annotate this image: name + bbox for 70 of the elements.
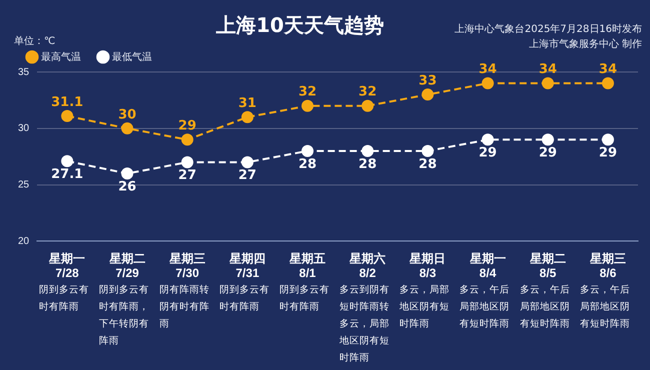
x-tick-label: 星期二 7/29: [108, 252, 146, 280]
point: [362, 144, 374, 157]
point: [422, 88, 434, 101]
point: [121, 168, 134, 180]
x-tick-label: 星期四 7/31: [228, 252, 266, 280]
data-label: 26: [118, 179, 136, 194]
data-label: 27.1: [51, 166, 84, 182]
text: 阴到多云有时有阵雨: [219, 283, 270, 312]
point: [482, 134, 494, 146]
point: [422, 144, 434, 157]
data-label: 34: [538, 62, 557, 78]
data-label: 28: [298, 156, 317, 172]
x-tick-label: 星期六 8/2: [348, 252, 386, 280]
data-label: 27: [238, 168, 256, 184]
y-tick-label: 35: [18, 66, 30, 78]
data-label: 34: [478, 62, 497, 78]
text: 阴到多云有时有阵雨: [39, 283, 90, 312]
text: 阴有阵雨转阴有时有阵雨: [159, 283, 210, 330]
y-tick-label: 25: [18, 180, 30, 191]
point: [181, 156, 194, 168]
data-label: 28: [358, 156, 377, 172]
data-label: 29: [538, 146, 557, 161]
data-label: 29: [178, 118, 196, 134]
text: 阴到多云有时有阵雨，下午转阴有阵雨: [99, 283, 150, 346]
text: 多云，午后局部地区阴有短时阵雨: [580, 283, 630, 330]
point: [482, 77, 494, 90]
point: [542, 77, 554, 90]
data-label: 30: [118, 107, 136, 122]
text: 多云，局部地区阴有短时阵雨: [398, 283, 450, 330]
point: [241, 156, 254, 168]
data-label: 31: [238, 96, 256, 111]
x-tick-label: 星期日 8/3: [408, 252, 446, 280]
point: [542, 134, 554, 146]
point: [302, 144, 314, 157]
point: [121, 122, 134, 134]
data-label: 29: [598, 146, 618, 161]
x-tick-label: 星期三 7/30: [168, 252, 206, 280]
text: 上海市气象服务中心 制作: [528, 38, 642, 52]
y-tick-label: 30: [18, 123, 30, 134]
x-tick-label: 星期二 8/5: [528, 252, 566, 280]
data-label: 33: [418, 73, 437, 88]
text: 多云到阴有短时阵雨转多云，局部地区阴有短时阵雨: [338, 283, 390, 364]
point: [302, 100, 314, 112]
data-label: 28: [418, 156, 437, 172]
data-label: 31.1: [51, 94, 84, 110]
point: [181, 134, 194, 146]
text: 多云，午后局部地区阴有短时阵雨: [460, 283, 510, 330]
x-tick-label: 星期三 8/6: [588, 252, 626, 280]
point: [61, 155, 74, 168]
text: 阴到多云有时有阵雨: [279, 283, 330, 312]
data-label: 34: [598, 62, 618, 78]
legend-label: 最低气温: [112, 50, 152, 63]
x-tick-label: 星期五 8/1: [288, 252, 326, 280]
text: 多云，午后局部地区阴有短时阵雨: [520, 283, 570, 330]
y-tick-label: 20: [18, 236, 30, 247]
legend-label: 最高气温: [41, 50, 81, 63]
point: [602, 77, 614, 90]
point: [602, 134, 614, 146]
data-label: 29: [478, 146, 497, 161]
x-tick-label: 星期一 8/4: [468, 252, 506, 280]
text: 上海中心气象台2025年7月28日16时发布: [454, 22, 642, 37]
data-label: 32: [358, 84, 377, 100]
point: [241, 111, 254, 124]
chart-title: 上海10天天气趋势: [215, 12, 385, 39]
point: [362, 100, 374, 112]
point: [61, 110, 74, 122]
y-axis-title: 单位：℃: [14, 34, 56, 48]
x-tick-label: 星期一 7/28: [48, 252, 86, 280]
data-label: 32: [298, 84, 317, 100]
data-label: 27: [178, 168, 196, 184]
